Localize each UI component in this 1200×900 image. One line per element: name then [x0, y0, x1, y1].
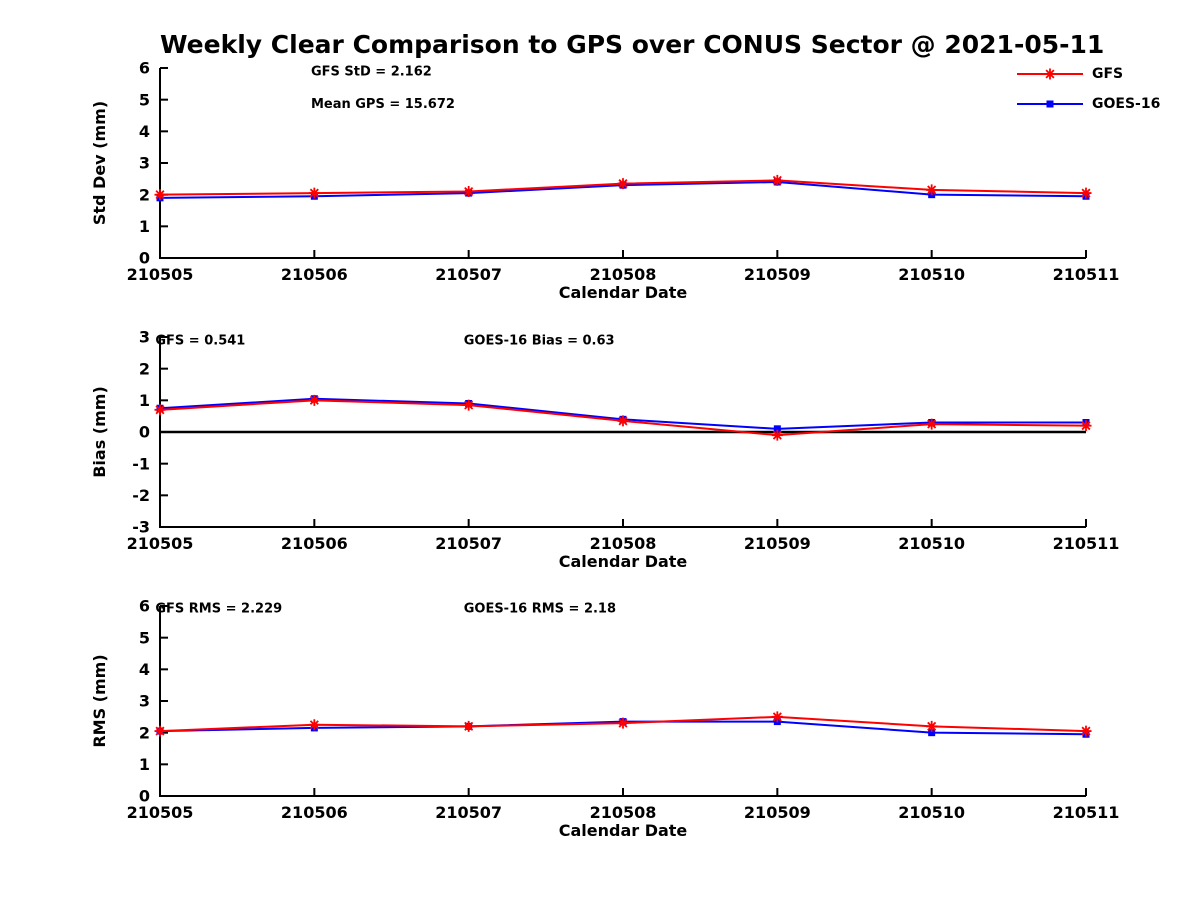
axis-spines [159, 606, 1086, 797]
legend-asterisk-marker [1044, 68, 1056, 80]
x-axis-label: Calendar Date [559, 552, 688, 571]
legend-item-gfs: GFS [1016, 66, 1160, 82]
x-tick-label: 210509 [744, 803, 811, 822]
x-tick-label: 210507 [435, 265, 502, 284]
y-tick-label: -1 [132, 454, 150, 473]
asterisk-marker-gfs [1080, 725, 1092, 737]
annotation: GOES-16 RMS = 2.18 [464, 602, 616, 617]
annotation: GFS RMS = 2.229 [155, 602, 282, 617]
y-tick-label: 3 [139, 328, 150, 347]
annotation: Mean GPS = 15.672 [311, 97, 455, 112]
asterisk-marker-gfs [308, 187, 320, 199]
y-axis-label: Bias (mm) [90, 386, 109, 478]
y-tick-label: 3 [139, 154, 150, 173]
y-tick-label: 5 [139, 90, 150, 109]
x-tick-label: 210508 [590, 803, 657, 822]
x-tick-label: 210505 [127, 803, 194, 822]
x-tick-label: 210511 [1053, 803, 1120, 822]
x-axis-label: Calendar Date [559, 821, 688, 840]
subplot-rms-mm: 0 1 2 3 4 5 6 210505 210506 210507 210508 210509 210… [90, 597, 1119, 840]
x-tick-label: 210505 [127, 265, 194, 284]
y-tick-label: -3 [132, 518, 150, 537]
x-tick-label: 210510 [898, 803, 965, 822]
y-tick-label: 0 [139, 249, 150, 268]
asterisk-marker-gfs [926, 418, 938, 430]
legend-item-goes16: GOES-16 [1016, 96, 1160, 112]
asterisk-marker-gfs [617, 415, 629, 427]
x-tick-label: 210507 [435, 534, 502, 553]
y-axis-label: Std Dev (mm) [90, 101, 109, 225]
y-tick-label: 2 [139, 359, 150, 378]
x-axis-label: Calendar Date [559, 283, 688, 302]
asterisk-marker-gfs [771, 711, 783, 723]
x-tick-label: 210507 [435, 803, 502, 822]
asterisk-marker-gfs [1080, 420, 1092, 432]
asterisk-marker-gfs [771, 174, 783, 186]
y-tick-label: 1 [139, 217, 150, 236]
asterisk-marker-gfs [308, 394, 320, 406]
chart-title: Weekly Clear Comparison to GPS over CONU… [160, 30, 1105, 59]
axis-spines [159, 68, 1086, 259]
legend-label-goes16: GOES-16 [1092, 96, 1161, 112]
y-tick-label: 2 [139, 185, 150, 204]
x-tick-label: 210506 [281, 803, 348, 822]
annotation: GFS StD = 2.162 [311, 65, 432, 80]
y-axis-label: RMS (mm) [90, 654, 109, 747]
y-tick-label: 1 [139, 755, 150, 774]
legend-label-gfs: GFS [1092, 66, 1124, 82]
asterisk-marker-gfs [463, 399, 475, 411]
asterisk-marker-gfs [463, 186, 475, 197]
asterisk-marker-gfs [926, 720, 938, 732]
y-tick-label: 0 [139, 423, 150, 442]
asterisk-marker-gfs [617, 178, 629, 190]
y-tick-label: 5 [139, 628, 150, 647]
x-tick-label: 210510 [898, 265, 965, 284]
y-tick-label: -2 [132, 486, 150, 505]
annotation: GOES-16 Bias = 0.63 [464, 334, 615, 349]
x-tick-label: 210508 [590, 534, 657, 553]
gfs-line-asterisk-icon [1017, 68, 1083, 80]
y-tick-label: 6 [139, 59, 150, 78]
square-marker-goes-16 [773, 425, 781, 433]
x-tick-label: 210509 [744, 265, 811, 284]
asterisk-marker-gfs [1080, 187, 1092, 199]
asterisk-marker-gfs [154, 404, 166, 416]
y-tick-label: 4 [139, 122, 150, 141]
asterisk-marker-gfs [154, 725, 166, 737]
asterisk-marker-gfs [771, 429, 783, 441]
y-tick-label: 0 [139, 787, 150, 806]
y-tick-label: 1 [139, 391, 150, 410]
y-tick-label: 6 [139, 597, 150, 616]
asterisk-marker-gfs [463, 720, 475, 732]
y-tick-label: 3 [139, 692, 150, 711]
asterisk-marker-gfs [308, 719, 320, 731]
annotation: GFS = 0.541 [155, 334, 245, 349]
x-tick-label: 210511 [1053, 265, 1120, 284]
asterisk-marker-gfs [154, 189, 166, 201]
legend: GFS GOES-16 [1016, 66, 1160, 126]
square-marker-goes-16 [928, 729, 936, 737]
asterisk-marker-gfs [617, 717, 629, 729]
x-tick-label: 210510 [898, 534, 965, 553]
legend-square-marker [1046, 100, 1054, 108]
goes16-line-square-icon [1017, 100, 1083, 108]
y-tick-label: 2 [139, 723, 150, 742]
asterisk-marker-gfs [926, 184, 938, 196]
x-tick-label: 210509 [744, 534, 811, 553]
x-tick-label: 210506 [281, 265, 348, 284]
y-tick-label: 4 [139, 660, 150, 679]
x-tick-label: 210506 [281, 534, 348, 553]
subplot-std-dev-mm: 0 1 2 3 4 5 6 210505 210506 210507 210508 210509 210… [90, 59, 1119, 302]
x-tick-label: 210508 [590, 265, 657, 284]
x-tick-label: 210505 [127, 534, 194, 553]
x-tick-label: 210511 [1053, 534, 1120, 553]
